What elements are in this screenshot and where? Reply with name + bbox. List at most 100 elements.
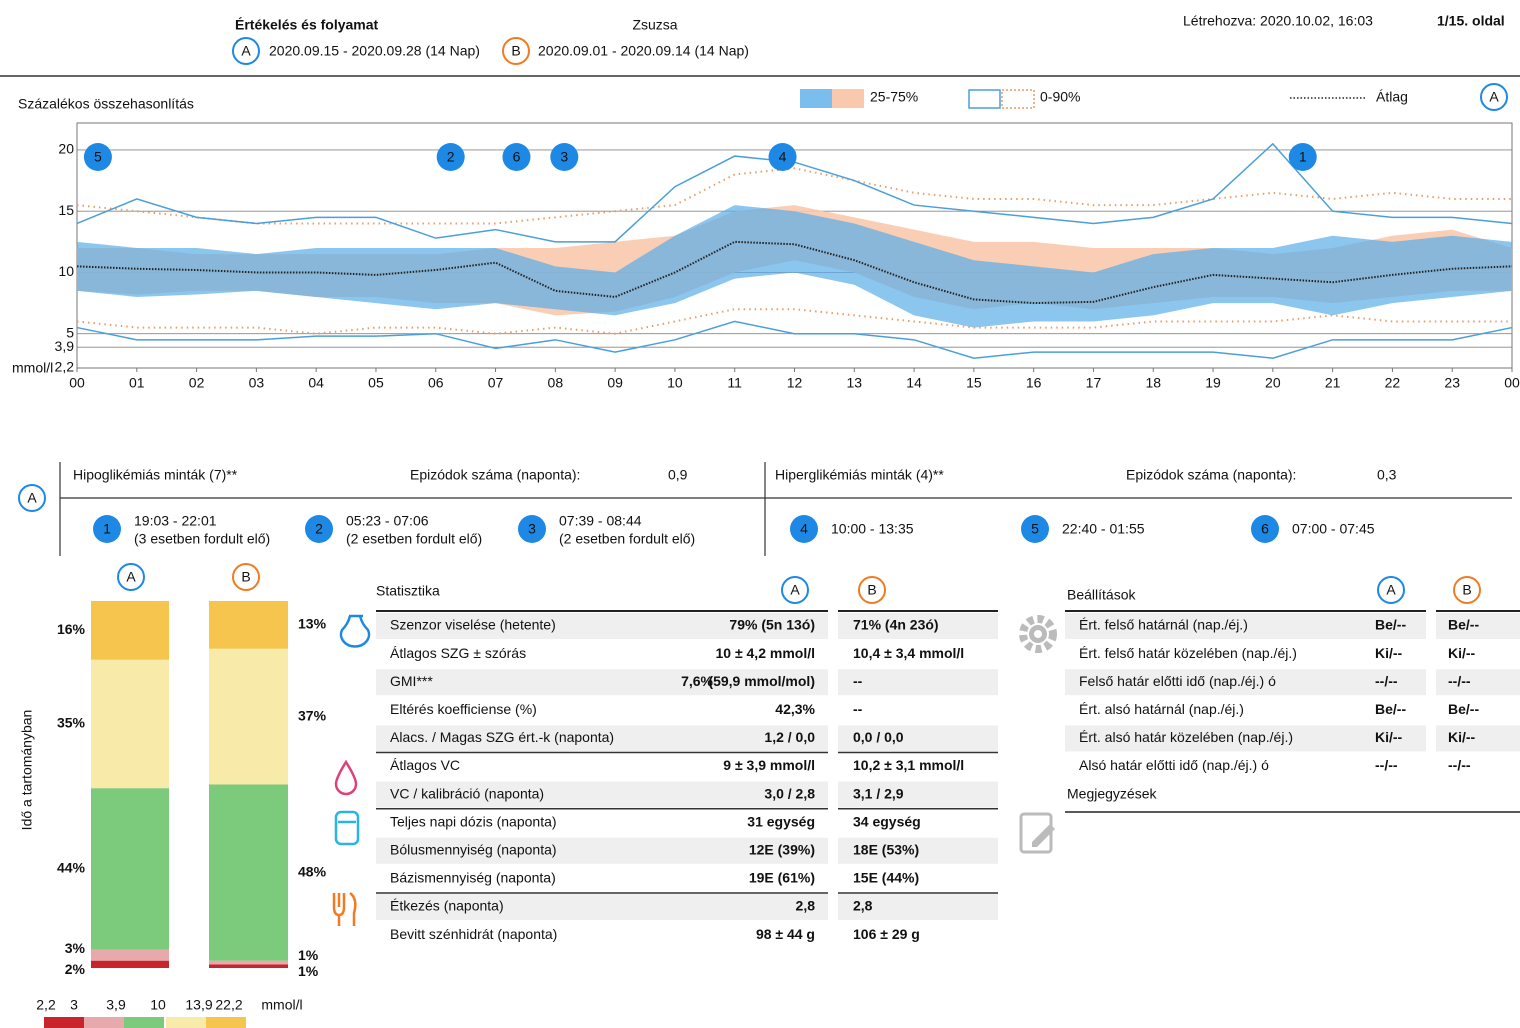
setting-a: Ki/-- [1375,729,1403,745]
gear-icon-hole [1034,630,1042,638]
legend-band: 25-75% [870,89,918,105]
row-shade [1436,613,1520,639]
row-shade [1065,669,1426,696]
y-tick-label: 3,9 [55,338,75,354]
stat-a: 98 ± 44 g [756,926,815,942]
x-tick-label: 11 [727,375,742,391]
x-tick-label: 16 [1026,375,1042,391]
badge-label: A [27,490,37,506]
stat-label: Bázismennyiség (naponta) [390,870,556,886]
mean-line [76,240,1513,305]
stat-label: Teljes napi dózis (naponta) [390,813,557,829]
hyper-title: Hiperglikémiás minták (4)** [775,467,944,483]
hypo-count: 0,9 [668,467,688,483]
legend-swatch-a-band [800,89,832,108]
stat-a: 12E (39%) [749,842,815,858]
note-icon-pen [1032,824,1055,847]
setting-a: Ki/-- [1375,645,1403,661]
hyper-time: 22:40 - 01:55 [1062,521,1145,537]
tir-label: 1% [298,947,319,963]
legend-swatch-a-range [968,89,1001,109]
setting-label: Felső határ előtti idő (nap./éj.) ó [1079,673,1276,689]
setting-b: Ki/-- [1448,729,1476,745]
tir-legend-swatch [166,1017,206,1028]
x-tick-label: 10 [667,375,683,391]
setting-a: Be/-- [1375,701,1406,717]
badge-circle [1480,83,1508,111]
tir-legend-label: 10 [150,997,166,1013]
stat-label: Átlagos SZG ± szórás [390,645,526,661]
episode-marker-label: 2 [447,149,455,165]
tir-label: 48% [298,863,327,879]
episode-marker-label: 3 [560,149,568,165]
row-shade [1436,725,1520,752]
x-tick-label: 04 [308,375,324,391]
x-tick-label: 00 [1504,375,1520,391]
badge-label: A [126,569,136,585]
tir-segment [91,788,169,950]
number-badge-label: 2 [315,521,323,537]
tir-label: 35% [57,715,86,731]
hyper-count-label: Epizódok száma (naponta): [1126,467,1296,483]
stat-label: Alacs. / Magas SZG ért.-k (naponta) [390,729,614,745]
legend-range: 0-90% [1040,89,1080,105]
number-badge-label: 5 [1031,521,1039,537]
stats-title: Statisztika [376,583,440,599]
number-badge [1251,515,1279,543]
gear-icon [1019,615,1057,653]
setting-b: Ki/-- [1448,645,1476,661]
stat-label: Bólusmennyiség (naponta) [390,842,557,858]
episode-marker [83,143,112,171]
hyper-count: 0,3 [1377,467,1397,483]
stat-a: 79% (5n 13ó) [729,617,815,633]
x-tick-label: 18 [1145,375,1161,391]
x-tick-label: 08 [548,375,564,391]
x-tick-label: 13 [847,375,863,391]
badge-circle [502,37,530,65]
row-shade [376,725,828,752]
number-badge-label: 1 [103,521,111,537]
row-shade [376,837,828,864]
y-unit: mmol/l [12,360,53,376]
insulin-icon [334,810,360,846]
x-tick-label: 17 [1086,375,1102,391]
badge-circle [232,563,260,591]
row-shade [376,669,828,696]
notes-title: Megjegyzések [1067,786,1157,802]
setting-label: Ért. felső határ közelében (nap./éj.) [1079,645,1297,661]
tir-segment [91,949,169,961]
x-tick-label: 03 [249,375,265,391]
legend-mean: Átlag [1376,89,1408,105]
tir-label: 2% [65,961,86,977]
x-tick-label: 00 [69,375,85,391]
x-tick-label: 23 [1444,375,1460,391]
stat-label: Szenzor viselése (hetente) [390,617,556,633]
row-shade [1065,725,1426,752]
row-shade [838,669,998,696]
stat-a: 31 egység [747,813,815,829]
setting-b: Be/-- [1448,617,1479,633]
row-shade [838,725,998,752]
row-shade [838,894,998,920]
tir-label: 1% [298,963,319,979]
badge-label: B [1462,582,1471,598]
tir-label: 37% [298,707,327,723]
stat-a: 10 ± 4,2 mmol/l [715,645,815,661]
setting-b: --/-- [1448,673,1471,689]
tir-legend-swatch [84,1017,124,1028]
tir-segment [209,960,288,965]
badge-circle [1453,576,1481,604]
tir-segment [209,964,288,968]
stat-b: 106 ± 29 g [853,926,920,942]
episode-marker-label: 1 [1299,149,1307,165]
x-tick-label: 06 [428,375,444,391]
stat-b: -- [853,673,863,689]
tir-label: 3% [65,940,86,956]
episode-marker [768,143,797,171]
tir-label: 13% [298,616,327,632]
x-tick-label: 05 [368,375,384,391]
x-tick-label: 19 [1205,375,1221,391]
stat-b: -- [853,701,863,717]
hypo-note: (3 esetben fordult elő) [134,531,270,547]
